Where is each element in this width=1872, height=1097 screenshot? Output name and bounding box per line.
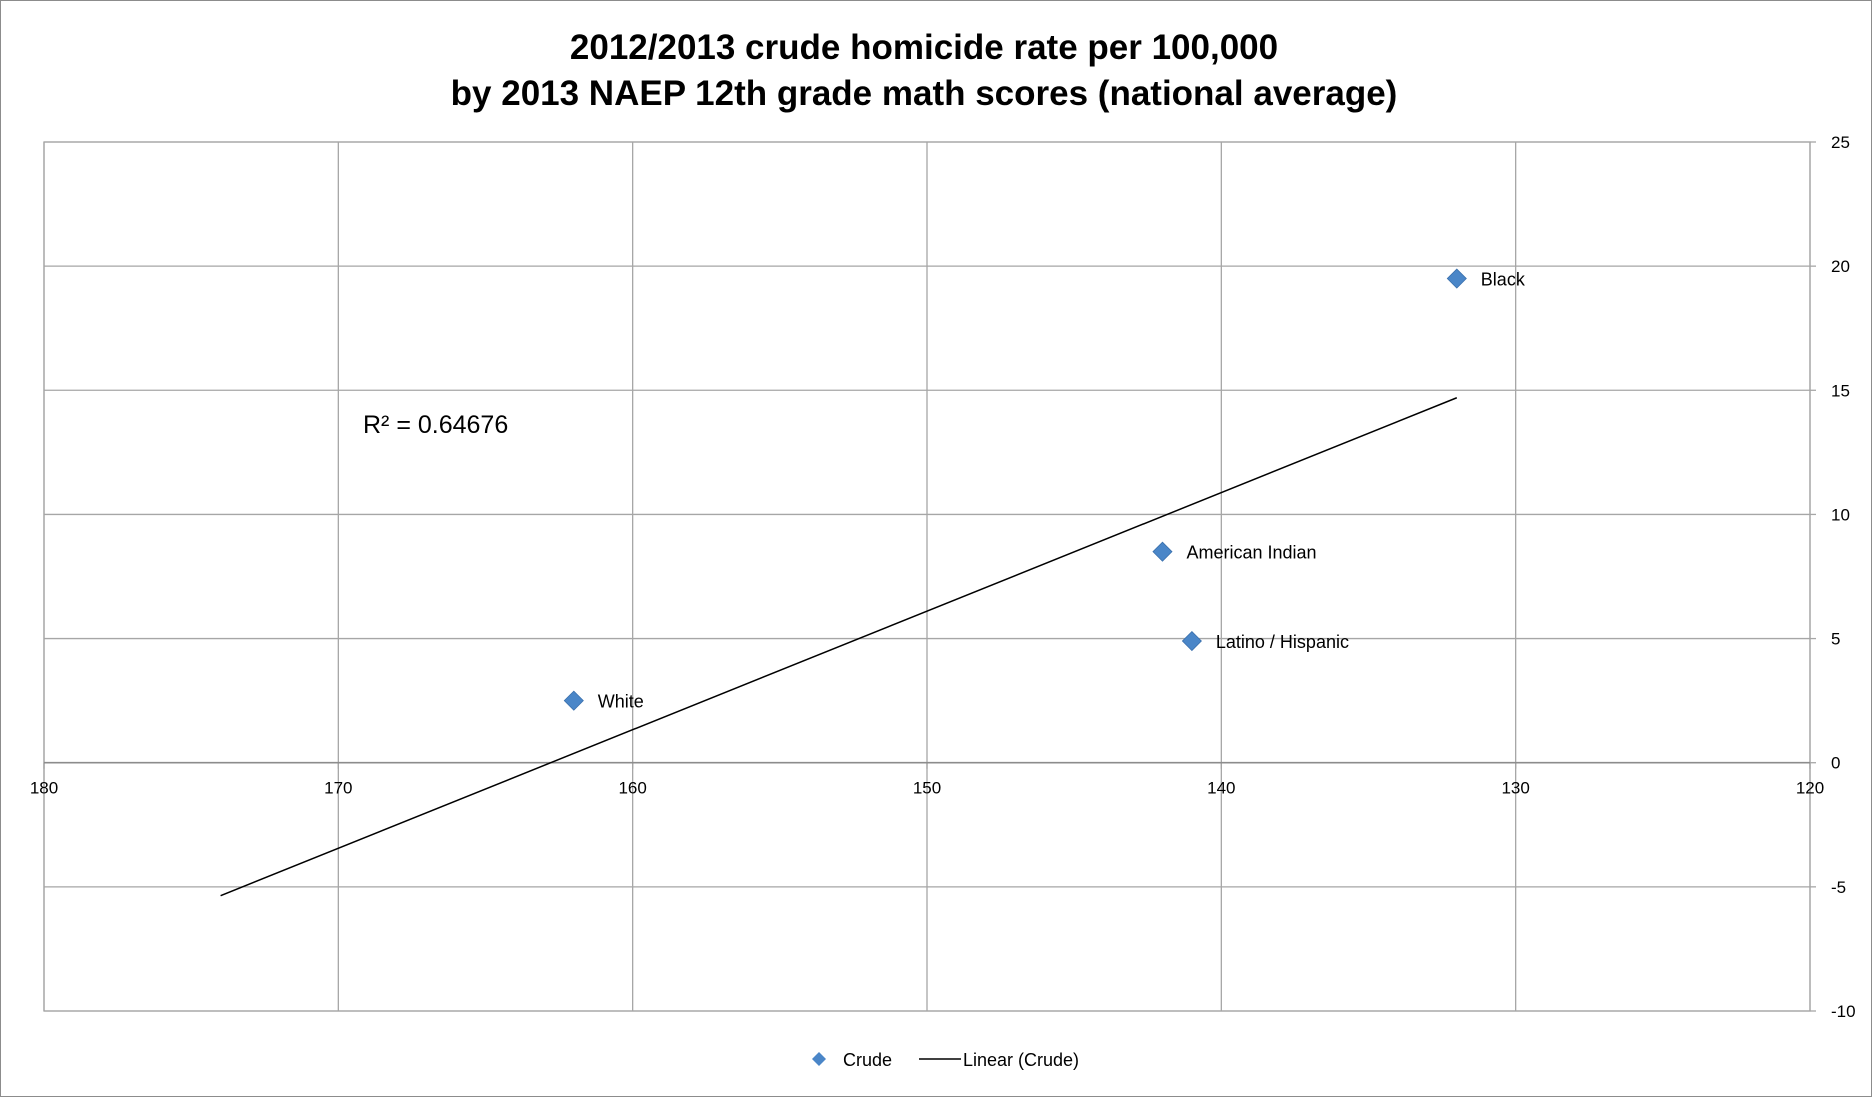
data-point-marker <box>563 690 584 711</box>
y-tick-label: -5 <box>1831 878 1846 897</box>
data-point-marker <box>1446 268 1467 289</box>
trendline-layer <box>220 397 1458 897</box>
data-point-label: White <box>598 692 644 712</box>
y-tick-label: -10 <box>1831 1002 1856 1021</box>
x-tick-label: 120 <box>1796 779 1824 798</box>
data-point-marker <box>1152 541 1173 562</box>
legend-trendline-label: Linear (Crude) <box>963 1050 1079 1070</box>
x-tick-label: 140 <box>1207 779 1235 798</box>
data-point-label: American Indian <box>1186 543 1316 563</box>
r-squared-label: R² = 0.64676 <box>363 411 508 439</box>
x-tick-label: 130 <box>1501 779 1529 798</box>
x-tick-label: 180 <box>30 779 58 798</box>
chart-title-line-1: 2012/2013 crude homicide rate per 100,00… <box>570 28 1278 67</box>
trendline <box>220 397 1458 897</box>
chart-title-line-2: by 2013 NAEP 12th grade math scores (nat… <box>451 74 1398 113</box>
grid-layer <box>43 141 1811 1012</box>
data-point-label: Black <box>1481 270 1526 290</box>
x-tick-label: 160 <box>618 779 646 798</box>
y-tick-label: 20 <box>1831 257 1850 276</box>
y-tick-label: 10 <box>1831 505 1850 524</box>
legend: Crude Linear (Crude) <box>812 1050 1079 1070</box>
x-tick-label: 170 <box>324 779 352 798</box>
y-tick-label: 5 <box>1831 630 1840 649</box>
y-tick-label: 0 <box>1831 754 1840 773</box>
y-tick-label: 15 <box>1831 381 1850 400</box>
y-tick-label: 25 <box>1831 133 1850 152</box>
data-point-marker <box>1181 630 1202 652</box>
axis-layer: 25 20 15 10 5 0 -5 -10 180 170 160 150 140 130 120 <box>30 133 1856 1021</box>
legend-crude-label: Crude <box>843 1050 892 1070</box>
data-point-layer: White American Indian Latino / Hispanic Bla… <box>563 268 1526 712</box>
x-tick-label: 150 <box>913 779 941 798</box>
chart-title: 2012/2013 crude homicide rate per 100,00… <box>451 28 1398 113</box>
data-point-label: Latino / Hispanic <box>1216 632 1349 652</box>
legend-crude-marker <box>812 1052 826 1066</box>
